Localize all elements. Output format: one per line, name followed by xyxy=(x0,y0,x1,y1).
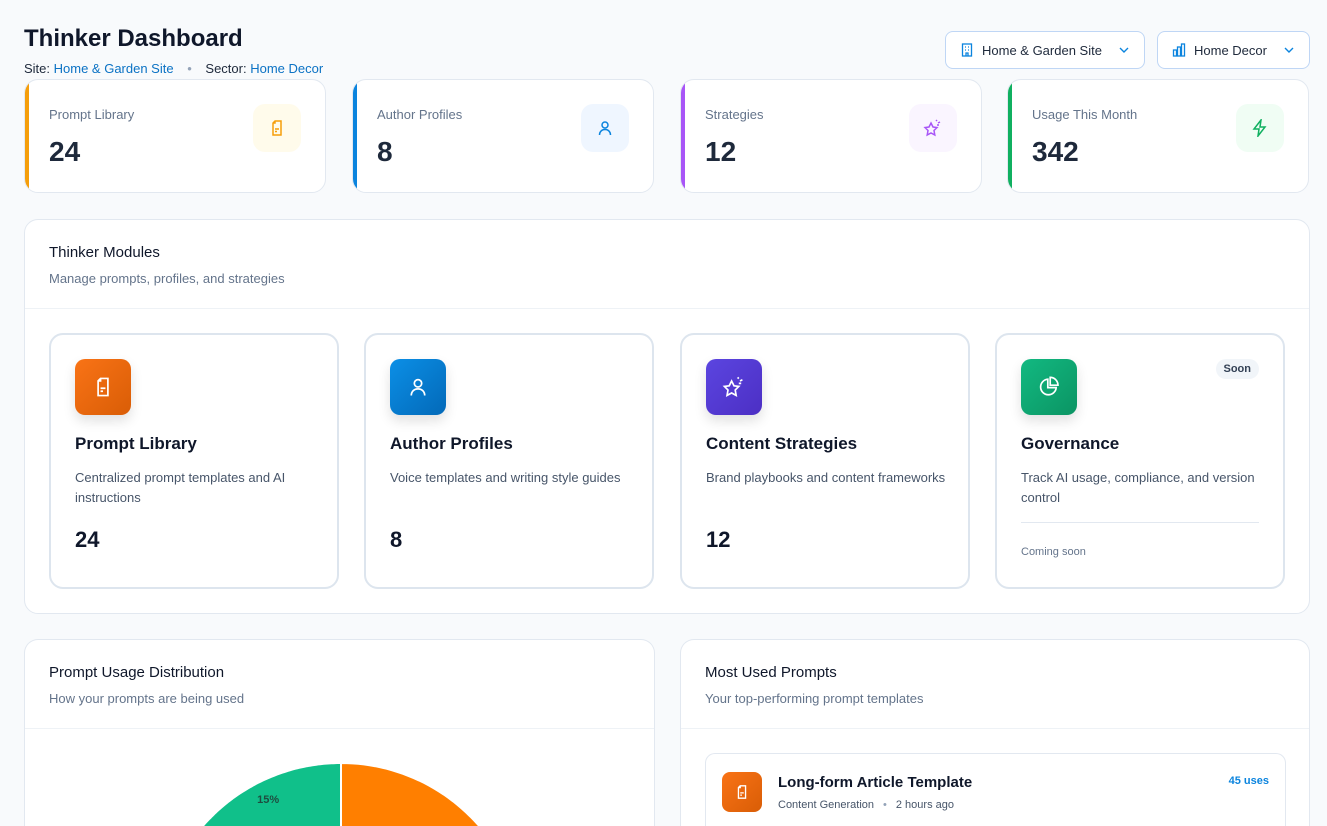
stat-label: Usage This Month xyxy=(1032,107,1137,122)
stat-label: Author Profiles xyxy=(377,107,462,122)
panel-subtitle: Your top-performing prompt templates xyxy=(705,691,923,706)
stat-card-strategies[interactable]: Strategies 12 xyxy=(680,79,982,193)
sector-dropdown[interactable]: Home Decor xyxy=(1157,31,1310,69)
stat-value: 24 xyxy=(49,136,80,168)
soon-badge: Soon xyxy=(1216,359,1260,379)
prompt-name: Long-form Article Template xyxy=(778,774,972,791)
usage-donut-chart: 15% xyxy=(25,640,655,826)
module-description: Brand playbooks and content frameworks xyxy=(706,468,946,488)
site-dropdown[interactable]: Home & Garden Site xyxy=(945,31,1145,69)
building-icon xyxy=(960,43,974,57)
thinker-modules-panel: Thinker Modules Manage prompts, profiles… xyxy=(24,219,1310,614)
site-dropdown-label: Home & Garden Site xyxy=(982,43,1102,58)
context-line: Site: Home & Garden Site • Sector: Home … xyxy=(24,61,323,76)
pie-chart-icon xyxy=(1021,359,1077,415)
document-icon xyxy=(722,772,762,812)
separator: • xyxy=(883,799,887,811)
module-count: 12 xyxy=(706,527,730,553)
module-description: Centralized prompt templates and AI inst… xyxy=(75,468,315,508)
document-icon xyxy=(75,359,131,415)
donut-slice[interactable] xyxy=(341,763,524,826)
stat-label: Strategies xyxy=(705,107,764,122)
lightning-icon xyxy=(1236,104,1284,152)
module-count: 8 xyxy=(390,527,402,553)
module-title: Content Strategies xyxy=(706,434,857,454)
module-card-content-strategies[interactable]: Content Strategies Brand playbooks and c… xyxy=(680,333,970,589)
prompt-category: Content Generation xyxy=(778,799,874,811)
module-count: 24 xyxy=(75,527,99,553)
stat-card-author-profiles[interactable]: Author Profiles 8 xyxy=(352,79,654,193)
stat-card-prompt-library[interactable]: Prompt Library 24 xyxy=(24,79,326,193)
sparkle-star-icon xyxy=(909,104,957,152)
prompt-list-item[interactable]: Long-form Article Template Content Gener… xyxy=(705,753,1286,826)
sparkle-star-icon xyxy=(706,359,762,415)
user-icon xyxy=(390,359,446,415)
module-description: Voice templates and writing style guides xyxy=(390,468,630,488)
module-title: Governance xyxy=(1021,434,1119,454)
module-description: Track AI usage, compliance, and version … xyxy=(1021,468,1261,508)
module-title: Author Profiles xyxy=(390,434,513,454)
panel-subtitle: Manage prompts, profiles, and strategies xyxy=(49,271,285,286)
usage-distribution-panel: Prompt Usage Distribution How your promp… xyxy=(24,639,655,826)
panel-title: Thinker Modules xyxy=(49,244,160,261)
page-title: Thinker Dashboard xyxy=(24,25,243,53)
document-icon xyxy=(253,104,301,152)
stat-value: 8 xyxy=(377,136,393,168)
sector-dropdown-label: Home Decor xyxy=(1194,43,1267,58)
sector-value[interactable]: Home Decor xyxy=(250,61,323,76)
stat-value: 342 xyxy=(1032,136,1079,168)
prompt-time: 2 hours ago xyxy=(896,799,954,811)
site-value[interactable]: Home & Garden Site xyxy=(54,61,174,76)
stat-label: Prompt Library xyxy=(49,107,134,122)
panel-title: Most Used Prompts xyxy=(705,664,837,681)
bar-chart-icon xyxy=(1172,43,1186,57)
sector-label: Sector: xyxy=(205,61,246,76)
user-icon xyxy=(581,104,629,152)
chevron-down-icon xyxy=(1118,44,1130,56)
prompt-meta: Content Generation • 2 hours ago xyxy=(778,799,954,811)
coming-soon-text: Coming soon xyxy=(1021,546,1086,558)
stat-value: 12 xyxy=(705,136,736,168)
module-card-governance[interactable]: Soon Governance Track AI usage, complian… xyxy=(995,333,1285,589)
module-card-author-profiles[interactable]: Author Profiles Voice templates and writ… xyxy=(364,333,654,589)
site-label: Site: xyxy=(24,61,50,76)
module-title: Prompt Library xyxy=(75,434,197,454)
slice-label: 15% xyxy=(257,794,279,806)
most-used-prompts-panel: Most Used Prompts Your top-performing pr… xyxy=(680,639,1310,826)
module-card-prompt-library[interactable]: Prompt Library Centralized prompt templa… xyxy=(49,333,339,589)
prompt-uses: 45 uses xyxy=(1229,775,1269,787)
chevron-down-icon xyxy=(1283,44,1295,56)
stat-card-usage-this-month[interactable]: Usage This Month 342 xyxy=(1007,79,1309,193)
separator: • xyxy=(187,61,192,76)
